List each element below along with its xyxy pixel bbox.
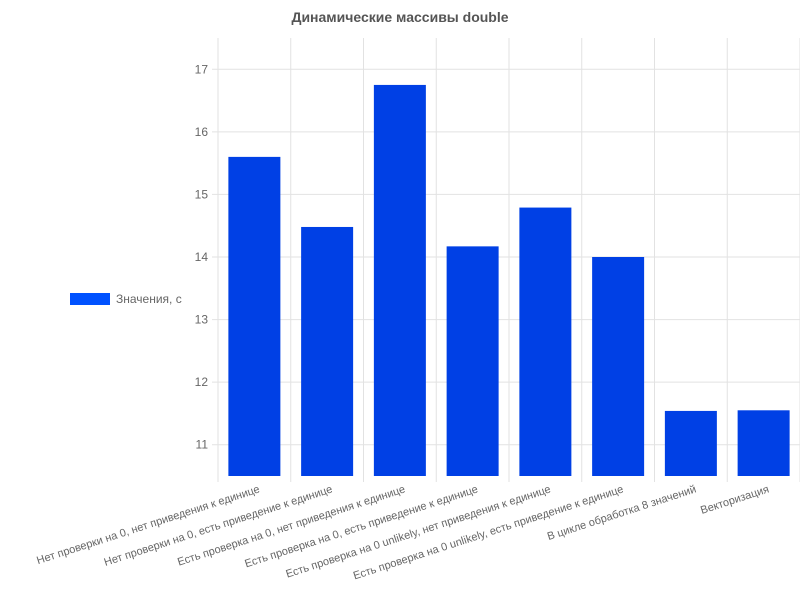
y-tick-label: 17 — [195, 62, 209, 76]
legend: Значения, с — [70, 292, 182, 306]
bar — [737, 410, 790, 476]
y-tick-label: 12 — [195, 375, 209, 389]
y-tick-label: 13 — [195, 313, 209, 327]
legend-label: Значения, с — [116, 292, 182, 306]
y-tick-label: 15 — [195, 187, 209, 201]
bar — [373, 84, 426, 476]
x-tick-label: Векторизация — [699, 483, 771, 516]
bar — [592, 257, 645, 476]
bar — [519, 207, 572, 476]
legend-swatch — [70, 293, 110, 305]
y-tick-label: 14 — [195, 250, 209, 264]
bar — [664, 410, 717, 476]
y-tick-label: 11 — [196, 438, 209, 452]
bar — [446, 246, 499, 476]
bar — [301, 226, 354, 476]
y-tick-label: 16 — [195, 125, 209, 139]
bar — [228, 156, 281, 476]
chart-title: Динамические массивы double — [291, 9, 509, 25]
